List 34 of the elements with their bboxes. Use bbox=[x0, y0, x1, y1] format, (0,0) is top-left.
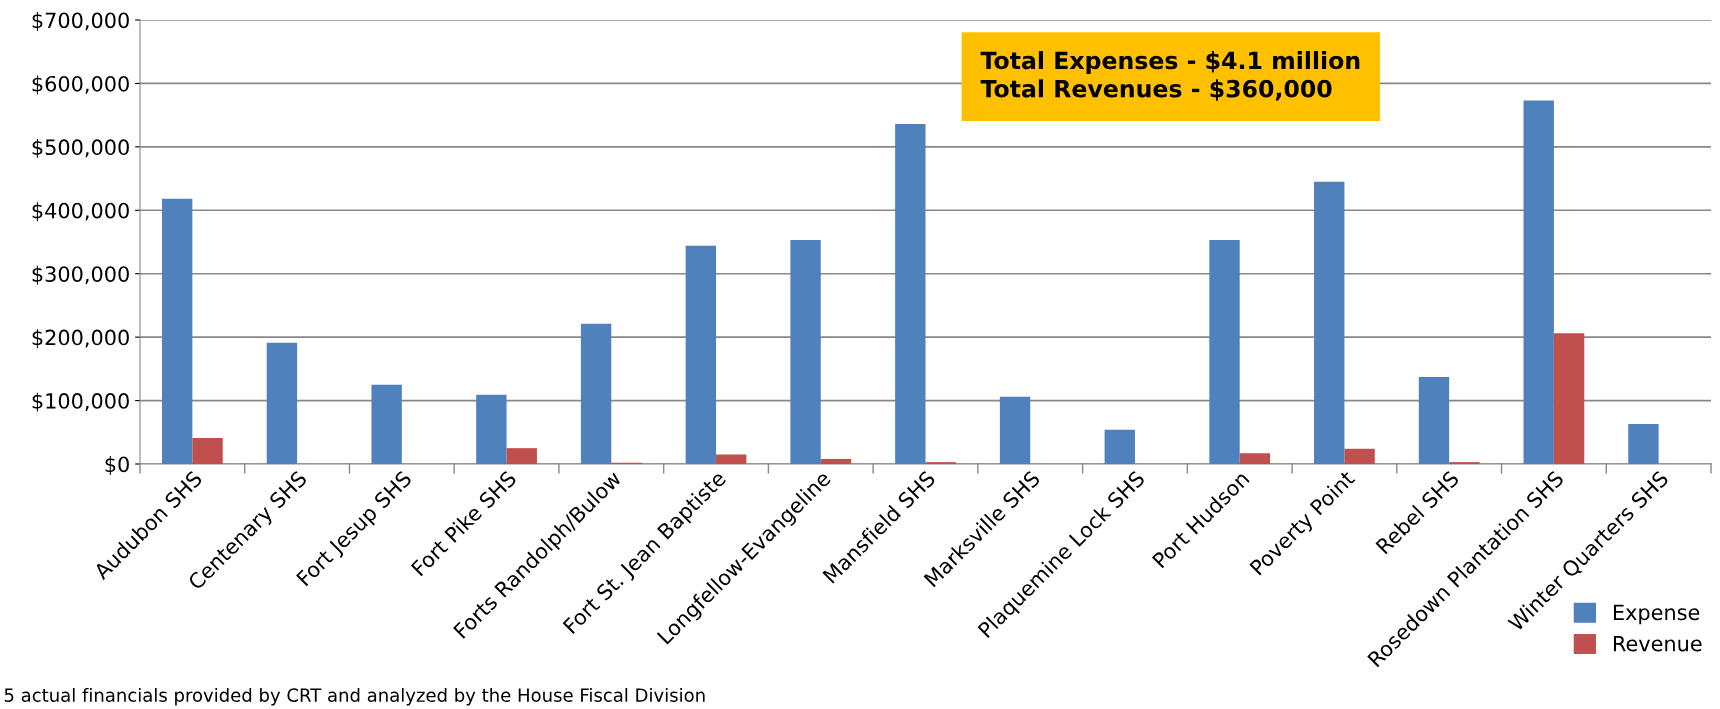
y-tick-label: $0 bbox=[105, 456, 129, 475]
bar bbox=[1209, 240, 1240, 464]
bar bbox=[266, 342, 298, 464]
bar bbox=[716, 454, 747, 464]
text: 5 actual financials provided by CRT and analyzed by the House Fiscal Division bbox=[4, 687, 705, 706]
bar bbox=[999, 396, 1031, 464]
legend-label: Revenue bbox=[1613, 635, 1702, 652]
y-tick-label: $500,000 bbox=[32, 138, 129, 158]
y-tick-label: $100,000 bbox=[32, 392, 129, 412]
bar bbox=[1344, 448, 1375, 464]
bar bbox=[371, 384, 402, 464]
bar bbox=[1314, 181, 1345, 464]
bar bbox=[1104, 429, 1135, 464]
legend-label: Expense bbox=[1613, 604, 1700, 625]
annotation: Total Expenses - $4.1 million Total Revenues - $360,000 bbox=[980, 51, 1360, 101]
bar bbox=[895, 124, 926, 464]
bar bbox=[820, 458, 852, 464]
bar bbox=[790, 240, 821, 464]
bar bbox=[476, 394, 507, 464]
bar bbox=[1239, 453, 1271, 464]
bar bbox=[161, 198, 193, 464]
y-tick-label: $400,000 bbox=[32, 202, 129, 222]
bar bbox=[1523, 100, 1554, 464]
y-tick-label: $700,000 bbox=[32, 12, 129, 31]
bar bbox=[1628, 424, 1659, 464]
bar bbox=[685, 245, 717, 464]
y-tick-label: $200,000 bbox=[32, 329, 129, 349]
y-tick-label: $300,000 bbox=[32, 265, 129, 285]
bar bbox=[580, 323, 612, 464]
bar bbox=[1553, 333, 1585, 464]
bar bbox=[506, 448, 537, 464]
y-tick-label: $600,000 bbox=[32, 75, 129, 95]
bar bbox=[1418, 377, 1450, 464]
bar bbox=[192, 437, 223, 464]
